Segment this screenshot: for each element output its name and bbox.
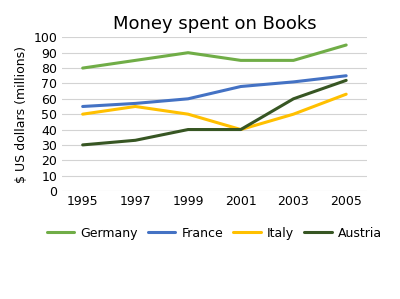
Germany xyxy=(186,51,190,54)
France xyxy=(186,97,190,100)
Austria xyxy=(133,138,138,142)
France xyxy=(238,85,243,88)
Germany xyxy=(238,59,243,62)
Germany xyxy=(133,59,138,62)
Austria xyxy=(344,79,348,82)
France xyxy=(133,102,138,105)
Title: Money spent on Books: Money spent on Books xyxy=(113,15,316,33)
Line: France: France xyxy=(83,76,346,106)
Legend: Germany, France, Italy, Austria: Germany, France, Italy, Austria xyxy=(42,222,387,245)
Germany xyxy=(344,43,348,47)
France xyxy=(344,74,348,77)
Austria xyxy=(238,128,243,131)
Line: Austria: Austria xyxy=(83,80,346,145)
Italy xyxy=(238,128,243,131)
France xyxy=(80,105,85,108)
Germany xyxy=(80,66,85,70)
Austria xyxy=(186,128,190,131)
Y-axis label: $ US dollars (millions): $ US dollars (millions) xyxy=(15,46,28,183)
Line: Germany: Germany xyxy=(83,45,346,68)
Italy xyxy=(80,112,85,116)
Austria xyxy=(80,143,85,147)
Italy xyxy=(291,112,296,116)
Germany xyxy=(291,59,296,62)
Line: Italy: Italy xyxy=(83,94,346,129)
Italy xyxy=(133,105,138,108)
Italy xyxy=(186,112,190,116)
France xyxy=(291,80,296,84)
Italy xyxy=(344,92,348,96)
Austria xyxy=(291,97,296,100)
